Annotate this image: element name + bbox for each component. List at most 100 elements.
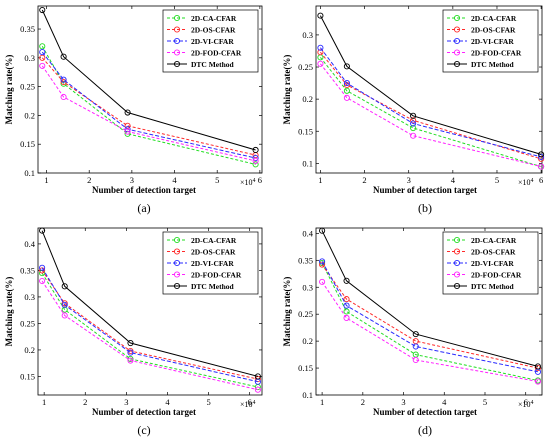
legend-entry: 2D-VI-CFAR [471, 37, 514, 46]
legend-entry: 2D-OS-CFAR [471, 247, 516, 256]
data-point [317, 44, 324, 51]
series-line-1 [320, 57, 542, 168]
x-tick-label: 4 [172, 175, 177, 185]
x-tick-label: 3 [130, 175, 134, 185]
data-point [39, 6, 46, 14]
data-point [343, 63, 350, 70]
data-point [39, 54, 46, 61]
x-multiplier-exponent: 4 [253, 178, 256, 184]
legend-entry: 2D-CA-CFAR [191, 236, 237, 245]
data-point [410, 132, 417, 139]
x-tick-label: 6 [539, 175, 543, 185]
x-axis-label: Number of detection target [92, 185, 196, 195]
y-tick-label: 0.1 [24, 168, 35, 178]
data-point [39, 264, 46, 271]
series-line-4 [41, 280, 259, 391]
x-tick-label: 5 [206, 397, 210, 407]
data-point [343, 277, 350, 284]
x-tick-label: 5 [483, 397, 487, 407]
data-point [538, 151, 545, 158]
y-tick-label: 0.2 [24, 110, 35, 120]
legend-entry: 2D-FOD-CFAR [191, 48, 242, 57]
data-point [127, 349, 134, 356]
x-tick-label: 2 [83, 397, 87, 407]
plot-frame [37, 5, 263, 174]
plot-frame [37, 227, 263, 396]
series-line-1 [41, 272, 259, 388]
data-point [343, 302, 350, 309]
chart-panel-1: 1 2 3 4 5 6 0.1 0.15 0.2 0.25 0.3 0.35 ×104 Number of… [4, 5, 263, 215]
x-multiplier: ×104 [240, 178, 256, 187]
x-tick-label: 2 [87, 175, 91, 185]
data-point [343, 80, 350, 87]
data-point [39, 62, 46, 69]
legend-swatch-marker [453, 271, 461, 278]
x-tick-label: 2 [362, 175, 366, 185]
x-multiplier-exponent: 4 [531, 400, 534, 406]
legend-swatch-marker [453, 60, 461, 68]
data-point [127, 357, 134, 364]
x-tick-label: 6 [248, 397, 252, 407]
legend-swatch-marker [453, 248, 461, 255]
x-axis-label: Number of detection target [92, 407, 196, 417]
data-point [124, 128, 131, 135]
x-multiplier-exponent: 4 [253, 400, 256, 406]
legend-swatch-marker [453, 282, 461, 290]
legend-swatch-marker [173, 271, 181, 278]
data-point [39, 43, 46, 50]
series-line-5 [41, 9, 256, 151]
y-tick-label: 0.1 [302, 390, 313, 400]
x-tick-label: 3 [124, 397, 128, 407]
data-point [252, 161, 259, 168]
series-line-3 [41, 51, 256, 159]
y-tick-label: 0.2 [24, 345, 35, 355]
panel-label: (c) [137, 423, 150, 437]
legend-swatch-marker [453, 14, 461, 22]
data-point [534, 363, 541, 370]
data-point [538, 155, 545, 162]
legend-entry: 2D-CA-CFAR [471, 14, 517, 23]
legend-entry: DTC Method [191, 60, 235, 69]
data-point [410, 124, 417, 132]
chart-panel-2: 1 2 3 4 5 6 0.1 0.15 0.2 0.25 0.3 ×104 Number of det… [282, 5, 545, 215]
x-tick-label: 5 [215, 175, 219, 185]
legend-entry: 2D-OS-CFAR [191, 247, 236, 256]
data-point [410, 112, 417, 119]
legend-swatch-marker [173, 14, 181, 22]
x-tick-label: 4 [442, 397, 447, 407]
legend-entry: 2D-CA-CFAR [191, 14, 237, 23]
legend-entry: 2D-VI-CFAR [471, 259, 514, 268]
x-axis-label: Number of detection target [373, 185, 477, 195]
y-axis-label: Matching rate(%) [282, 277, 292, 347]
y-tick-label: 0.2 [302, 94, 313, 104]
legend-entry: 2D-FOD-CFAR [471, 48, 522, 57]
data-point [412, 343, 419, 350]
x-tick-label: 1 [42, 397, 46, 407]
data-point [343, 87, 350, 94]
y-tick-label: 0.3 [302, 282, 313, 292]
data-point [343, 94, 350, 101]
data-point [534, 365, 541, 372]
series-line-4 [321, 281, 538, 382]
chart-panel-3: 1 2 3 4 5 6 0.15 0.2 0.25 0.3 0.35 0.4 ×104 Number of… [4, 227, 263, 437]
legend-swatch-marker [453, 236, 461, 244]
series-line-3 [319, 47, 542, 158]
y-axis-label: Matching rate(%) [4, 55, 14, 125]
series-line-5 [41, 230, 259, 377]
data-point [410, 120, 417, 127]
y-tick-label: 0.25 [298, 309, 313, 319]
y-tick-label: 0.35 [298, 255, 313, 265]
data-point [317, 49, 324, 56]
data-point [317, 12, 324, 19]
series-line-3 [321, 261, 539, 373]
y-tick-label: 0.1 [302, 158, 313, 168]
series-line-5 [319, 15, 542, 155]
data-point [124, 109, 131, 116]
legend-entry: 2D-VI-CFAR [191, 37, 234, 46]
x-multiplier: ×104 [518, 400, 534, 409]
x-tick-label: 1 [320, 397, 324, 407]
legend-swatch-marker [453, 37, 461, 45]
legend-swatch-marker [173, 248, 181, 255]
y-tick-label: 0.35 [20, 24, 35, 34]
x-tick-label: 2 [361, 397, 365, 407]
